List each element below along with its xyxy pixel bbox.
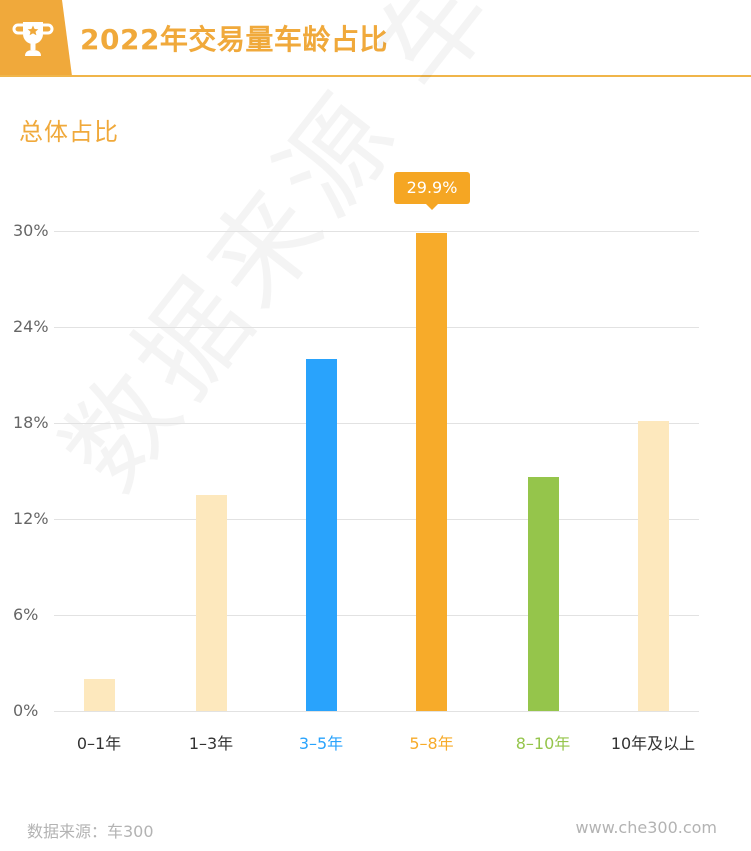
chart-header: 2022年交易量车龄占比	[0, 0, 751, 77]
bar[interactable]	[305, 359, 337, 711]
gridline	[54, 423, 699, 424]
trophy-icon	[12, 22, 54, 56]
x-axis-category-label: 5–8年	[409, 734, 454, 753]
x-axis-category-label: 0–1年	[76, 734, 122, 753]
chart-subtitle: 总体占比	[19, 118, 119, 146]
y-axis-tick-label: 12%	[13, 509, 49, 528]
y-axis-tick-label: 6%	[13, 605, 39, 624]
gridline	[54, 711, 699, 712]
x-axis-category-label: 3–5年	[298, 734, 344, 753]
gridline	[54, 615, 699, 616]
bar[interactable]	[416, 232, 447, 711]
gridline	[54, 519, 699, 520]
y-axis-tick-label: 18%	[13, 413, 49, 432]
gridline	[54, 231, 699, 232]
y-axis-tick-label: 0%	[13, 701, 39, 720]
website-link[interactable]: www.che300.com	[575, 818, 717, 837]
x-axis-category-label: 10年及以上	[610, 734, 696, 753]
bar[interactable]	[83, 679, 115, 711]
bar[interactable]	[637, 421, 669, 711]
x-axis-category-label: 8–10年	[515, 734, 571, 753]
y-axis-tick-label: 30%	[13, 221, 49, 240]
header-divider	[0, 75, 751, 77]
data-source: 数据来源：车300	[27, 822, 154, 841]
chart-title: 2022年交易量车龄占比	[80, 23, 388, 56]
x-axis-category-label: 1–3年	[188, 734, 234, 753]
y-axis-tick-label: 24%	[13, 317, 49, 336]
value-tooltip: 29.9%	[394, 172, 470, 210]
bar[interactable]	[195, 495, 227, 711]
bar[interactable]	[527, 477, 559, 711]
gridline	[54, 327, 699, 328]
